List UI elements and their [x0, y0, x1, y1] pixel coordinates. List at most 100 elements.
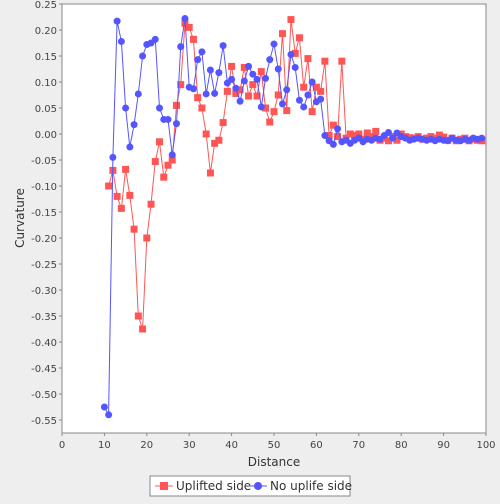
point-no-uplife-side	[266, 56, 274, 64]
point-no-uplife-side	[126, 143, 134, 151]
y-tick-label: -0.15	[31, 208, 57, 219]
point-no-uplife-side	[164, 115, 172, 123]
point-uplifted-side	[122, 165, 130, 173]
point-uplifted-side	[134, 312, 142, 320]
point-uplifted-side	[240, 63, 248, 71]
point-uplifted-side	[329, 121, 337, 129]
point-no-uplife-side	[249, 70, 257, 78]
point-uplifted-side	[113, 192, 121, 200]
point-uplifted-side	[384, 137, 392, 145]
series-layer	[100, 15, 486, 419]
point-uplifted-side	[304, 55, 312, 63]
y-tick-label: -0.20	[31, 234, 57, 245]
point-uplifted-side	[262, 104, 270, 112]
point-uplifted-side	[363, 129, 371, 137]
x-tick-label: 100	[476, 440, 495, 451]
point-uplifted-side	[321, 57, 329, 65]
point-uplifted-side	[253, 92, 261, 100]
point-no-uplife-side	[295, 96, 303, 104]
point-no-uplife-side	[283, 86, 291, 94]
point-uplifted-side	[325, 132, 333, 140]
point-uplifted-side	[130, 225, 138, 233]
point-uplifted-side	[151, 158, 159, 166]
point-uplifted-side	[228, 62, 236, 70]
y-tick-label: -0.55	[31, 416, 57, 427]
point-no-uplife-side	[308, 78, 316, 86]
legend-label-uplifted: Uplifted side	[176, 479, 251, 493]
point-uplifted-side	[278, 30, 286, 38]
point-no-uplife-side	[105, 411, 113, 419]
point-no-uplife-side	[206, 66, 214, 74]
y-tick-label: 0.20	[35, 26, 57, 37]
point-no-uplife-side	[202, 90, 210, 98]
point-uplifted-side	[435, 131, 443, 139]
point-no-uplife-side	[300, 103, 308, 111]
point-no-uplife-side	[100, 403, 108, 411]
x-tick-label: 70	[352, 440, 365, 451]
point-uplifted-side	[236, 86, 244, 94]
point-uplifted-side	[219, 119, 227, 127]
y-tick-label: -0.40	[31, 338, 57, 349]
point-no-uplife-side	[317, 95, 325, 103]
point-no-uplife-side	[113, 17, 121, 25]
point-uplifted-side	[312, 83, 320, 91]
y-tick-label: -0.10	[31, 182, 57, 193]
point-uplifted-side	[295, 34, 303, 42]
legend-marker-no-uplife	[254, 482, 262, 490]
y-tick-label: 0.10	[35, 78, 57, 89]
x-axis-label: Distance	[248, 455, 300, 469]
point-no-uplife-side	[134, 90, 142, 98]
point-no-uplife-side	[240, 77, 248, 85]
point-no-uplife-side	[228, 75, 236, 83]
point-no-uplife-side	[253, 75, 261, 83]
y-tick-label: -0.35	[31, 312, 57, 323]
point-no-uplife-side	[270, 40, 278, 48]
y-tick-label: 0.00	[35, 130, 57, 141]
point-uplifted-side	[393, 136, 401, 144]
point-no-uplife-side	[389, 134, 397, 142]
point-uplifted-side	[338, 57, 346, 65]
point-uplifted-side	[351, 132, 359, 140]
point-uplifted-side	[223, 87, 231, 95]
point-uplifted-side	[215, 136, 223, 144]
point-no-uplife-side	[122, 104, 130, 112]
y-tick-label: -0.45	[31, 364, 57, 375]
point-uplifted-side	[117, 204, 125, 212]
point-uplifted-side	[291, 49, 299, 57]
point-uplifted-side	[346, 130, 354, 138]
point-no-uplife-side	[478, 134, 486, 142]
point-no-uplife-side	[109, 153, 117, 161]
plot-area	[61, 3, 487, 434]
point-no-uplife-side	[291, 63, 299, 71]
x-tick-label: 80	[395, 440, 408, 451]
point-uplifted-side	[372, 127, 380, 135]
x-tick-label: 30	[183, 440, 196, 451]
point-no-uplife-side	[117, 37, 125, 45]
point-uplifted-side	[143, 234, 151, 242]
point-no-uplife-side	[274, 65, 282, 73]
point-no-uplife-side	[130, 121, 138, 129]
y-tick-label: 0.15	[35, 52, 57, 63]
point-no-uplife-side	[219, 42, 227, 50]
y-tick-label: -0.30	[31, 286, 57, 297]
legend-label-no-uplife: No uplife side	[270, 479, 352, 493]
point-uplifted-side	[147, 200, 155, 208]
point-uplifted-side	[232, 89, 240, 97]
y-tick-label: 0.05	[35, 104, 57, 115]
point-no-uplife-side	[198, 48, 206, 56]
point-uplifted-side	[266, 118, 274, 126]
point-no-uplife-side	[384, 128, 392, 136]
point-no-uplife-side	[168, 151, 176, 159]
point-uplifted-side	[283, 107, 291, 115]
point-uplifted-side	[139, 325, 147, 333]
x-axis: 0 10 20 30 40 50 60 70 80 90 100	[59, 433, 496, 451]
point-no-uplife-side	[181, 15, 189, 23]
point-uplifted-side	[249, 81, 257, 89]
point-uplifted-side	[185, 23, 193, 31]
legend-marker-uplifted	[160, 482, 168, 490]
point-uplifted-side	[274, 91, 282, 99]
point-uplifted-side	[194, 94, 202, 102]
point-no-uplife-side	[304, 91, 312, 99]
